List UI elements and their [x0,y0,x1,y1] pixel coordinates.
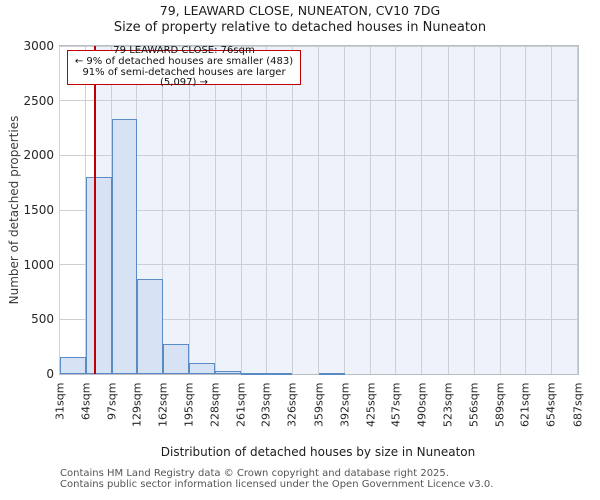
histogram-bar [111,119,137,374]
histogram-bar [189,363,216,374]
histogram-bar [241,372,267,375]
x-tick-label: 621sqm [518,382,532,427]
histogram-bar [162,344,189,374]
annotation-smaller-line: ← 9% of detached houses are smaller (483… [74,55,294,67]
horizontal-gridline [59,318,578,320]
histogram-bar [318,372,345,375]
x-axis-label: Distribution of detached houses by size … [160,445,476,459]
x-tick-label: 457sqm [389,382,403,427]
x-tick-label: 31sqm [53,382,66,420]
horizontal-gridline [59,154,578,156]
x-tick-label: 392sqm [338,382,352,427]
histogram-bar [85,177,112,374]
y-tick-label: 2500 [23,93,54,108]
x-tick-label: 654sqm [544,382,558,427]
x-tick-label: 261sqm [234,382,248,427]
histogram-bar [215,370,242,374]
histogram-bar [59,356,86,374]
x-tick-label: 64sqm [79,382,93,420]
y-tick-label: 1000 [23,257,54,272]
annotation-box: 79 LEAWARD CLOSE: 76sqm ← 9% of detached… [67,46,301,88]
y-tick-label: 1500 [23,203,54,217]
y-tick-label: 0 [46,367,54,381]
x-tick-label: 523sqm [441,382,455,427]
x-tick-label: 359sqm [312,382,325,427]
horizontal-gridline [59,264,578,266]
x-tick-label: 97sqm [105,382,119,420]
x-tick-label: 228sqm [208,382,222,427]
y-tick-label: 500 [31,312,54,327]
horizontal-gridline [59,209,578,211]
x-tick-label: 162sqm [156,382,170,427]
x-tick-label: 687sqm [571,382,584,427]
chart-title: 79, LEAWARD CLOSE, NUNEATON, CV10 7DG [159,3,441,18]
x-tick-label: 293sqm [259,382,273,427]
chart-subtitle: Size of property relative to detached ho… [113,20,487,35]
x-tick-label: 326sqm [285,382,299,427]
x-tick-label: 589sqm [493,382,507,427]
y-tick-label: 2000 [23,148,54,163]
x-tick-label: 129sqm [130,382,144,427]
annotation-larger-line: 91% of semi-detached houses are larger (… [82,66,286,89]
x-tick-label: 425sqm [364,382,378,427]
property-size-marker-line [94,46,96,374]
histogram-bar [266,372,293,375]
footer-copyright: Contains HM Land Registry data © Crown c… [60,468,449,479]
histogram-bar [136,278,163,374]
plot-area [58,45,579,375]
annotation-property-line: 79 LEAWARD CLOSE: 76sqm [113,45,255,57]
footer-licence: Contains public sector information licen… [60,479,494,490]
x-tick-label: 490sqm [415,382,429,427]
horizontal-gridline [59,45,578,47]
vertical-gridline [577,46,578,374]
x-tick-label: 195sqm [182,382,196,427]
y-tick-label: 3000 [23,39,54,53]
horizontal-gridline [59,100,578,102]
x-tick-label: 556sqm [467,382,481,427]
